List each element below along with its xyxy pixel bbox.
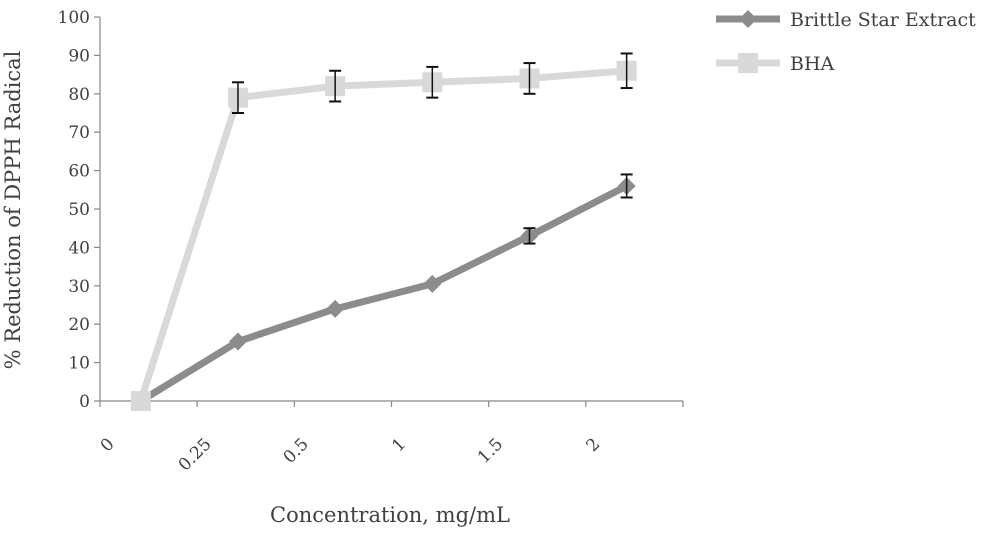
y-tick-label: 80 [68, 85, 90, 105]
error-bar [523, 227, 536, 245]
y-tick-label: 50 [68, 200, 90, 220]
x-tick-label: 0 [97, 434, 119, 456]
y-tick-label: 90 [68, 46, 90, 66]
series-line [138, 182, 629, 404]
data-point [130, 391, 151, 411]
x-tick-label: 0.5 [280, 434, 313, 467]
legend: Brittle Star Extract BHA [716, 9, 976, 75]
legend-swatch-marker [738, 53, 758, 73]
legend-item: BHA [716, 53, 835, 75]
x-tick-label: 0.25 [175, 434, 216, 475]
series-brittle-star-extract [131, 173, 636, 410]
legend-item: Brittle Star Extract [716, 9, 976, 31]
series-line [137, 67, 627, 403]
series-layer [130, 52, 637, 411]
x-axis-title: Concentration, mg/mL [270, 503, 510, 527]
x-tick-label: 1.5 [474, 434, 507, 467]
error-bar [620, 173, 633, 199]
series-bha [130, 52, 637, 411]
y-tick-label: 10 [68, 354, 90, 374]
y-tick-label: 60 [68, 162, 90, 182]
legend-label: BHA [790, 53, 835, 75]
y-tick-label: 0 [79, 392, 90, 412]
y-tick-label: 70 [68, 123, 90, 143]
y-tick-label: 30 [68, 277, 90, 297]
error-bar [620, 52, 633, 90]
data-point [326, 299, 345, 318]
legend-label: Brittle Star Extract [790, 9, 976, 31]
data-point [228, 332, 247, 351]
y-axis-ticks: 0 10 20 30 40 50 60 70 80 90 100 [58, 8, 100, 412]
y-tick-label: 20 [68, 315, 90, 335]
legend-swatch-marker [739, 10, 757, 28]
y-axis-title: % Reduction of DPPH Radical [1, 50, 25, 369]
x-axis-ticks: 0 0.25 0.5 1 1.5 2 [97, 401, 684, 475]
data-point [423, 274, 442, 293]
y-tick-label: 100 [58, 8, 90, 28]
y-tick-label: 40 [68, 238, 90, 258]
error-bar [523, 62, 536, 95]
error-bar [329, 69, 342, 103]
x-tick-label: 1 [388, 434, 410, 456]
x-tick-label: 2 [583, 434, 605, 456]
error-bar [426, 65, 439, 99]
error-bar [231, 81, 244, 114]
